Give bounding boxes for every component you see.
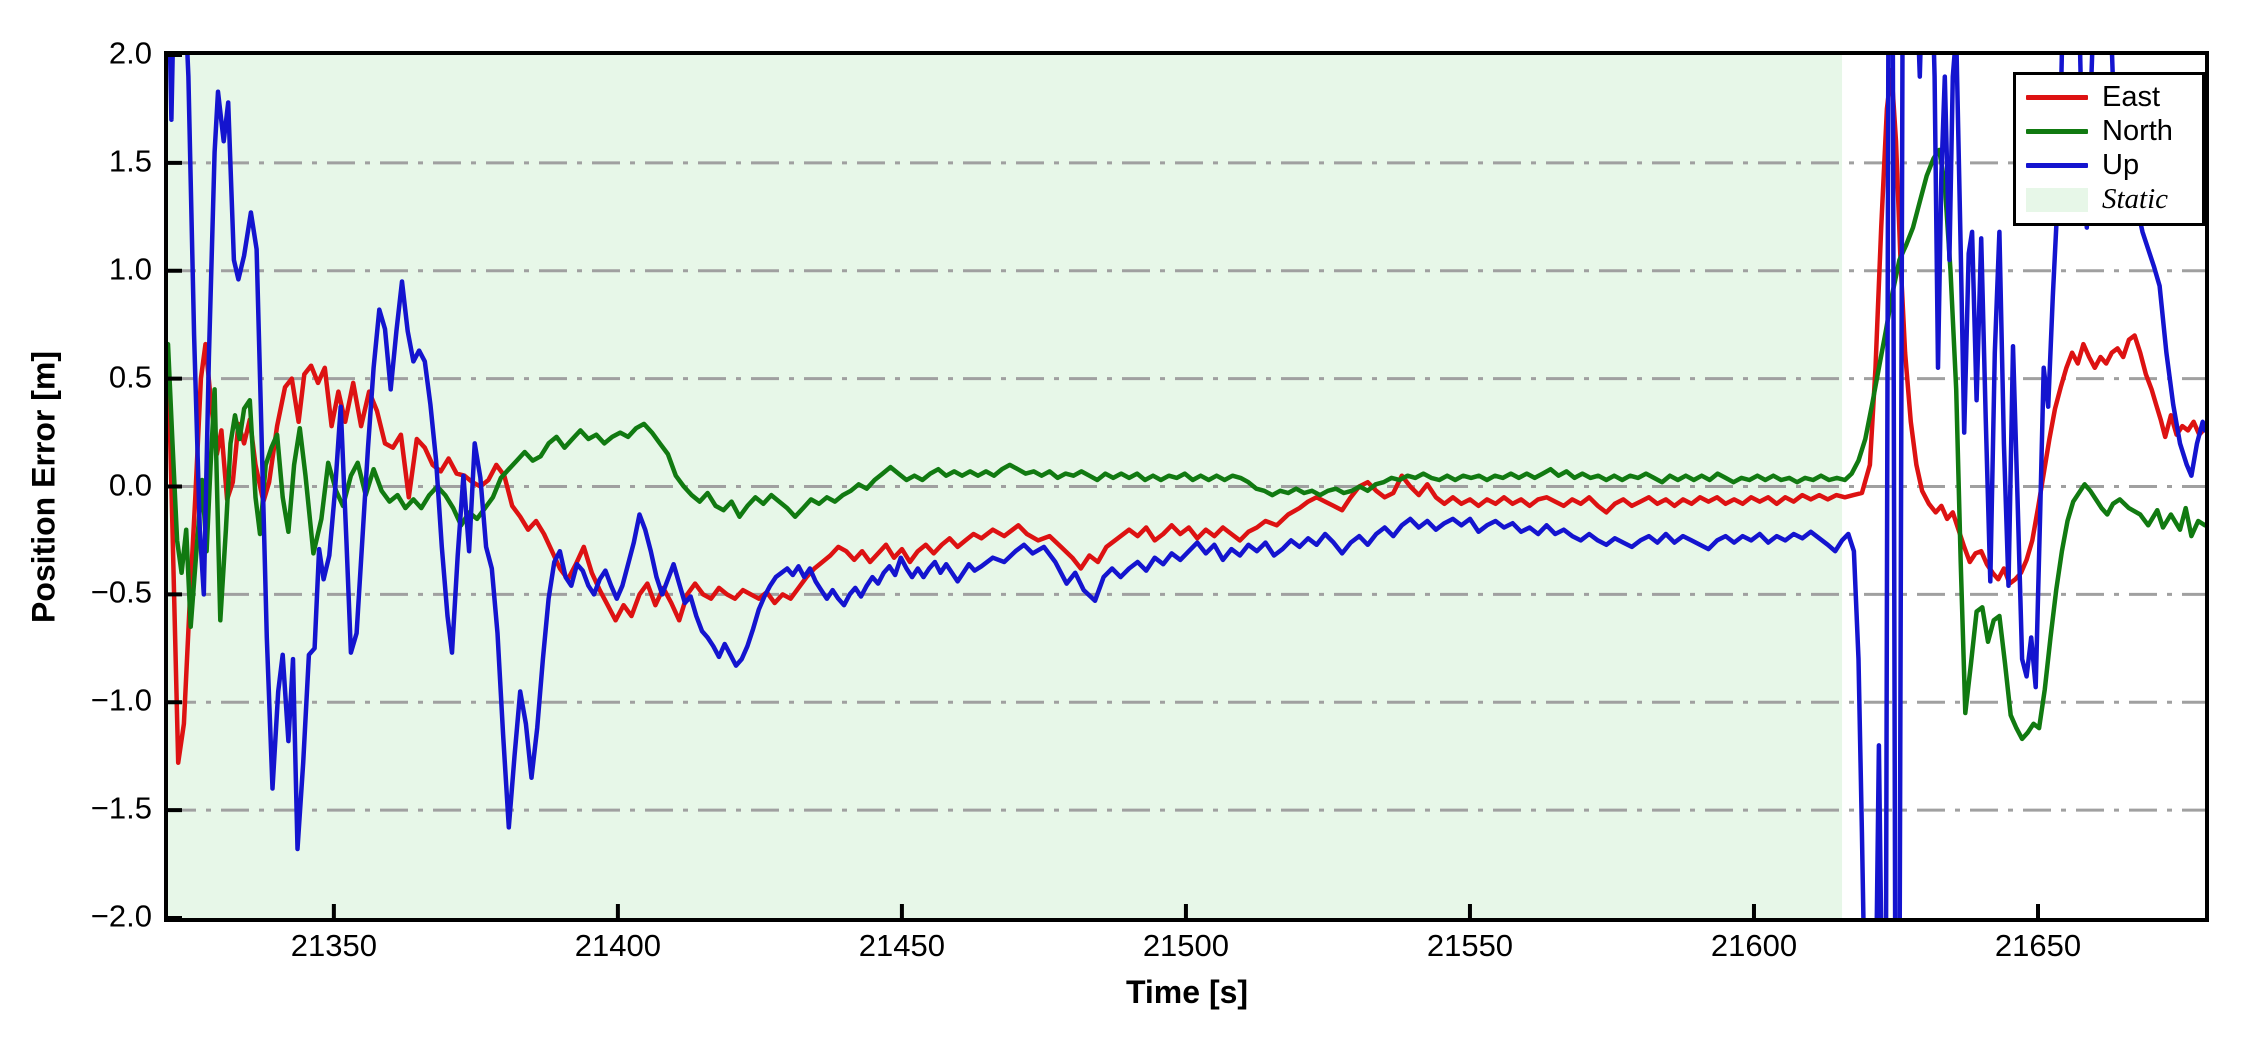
legend-item-north: North — [2026, 116, 2192, 147]
east-line-swatch-icon — [2026, 95, 2088, 100]
chart-canvas — [168, 55, 2205, 918]
y-tick-label: 0.0 — [108, 467, 152, 503]
y-tick-label: −1.5 — [90, 790, 152, 826]
plot-area — [168, 55, 2205, 918]
legend-item-up: Up — [2026, 150, 2192, 181]
x-tick-label: 21350 — [290, 928, 377, 963]
legend-label-north: North — [2102, 115, 2173, 147]
x-tick-label: 21550 — [1426, 928, 1514, 963]
y-tick-label: 1.0 — [108, 251, 152, 287]
x-tick-label: 21600 — [1710, 928, 1798, 963]
y-tick-label: −0.5 — [90, 574, 152, 610]
y-tick-label: −1.0 — [90, 682, 152, 718]
y-tick-label: 0.5 — [108, 359, 152, 395]
up-line — [168, 55, 2205, 918]
static-patch-swatch-icon — [2026, 187, 2088, 212]
legend-label-static: Static — [2102, 183, 2169, 215]
y-axis-title: Position Error [m] — [25, 350, 62, 624]
x-tick-label: 21450 — [858, 928, 946, 963]
legend-label-up: Up — [2102, 149, 2140, 181]
x-tick-label: 21400 — [574, 928, 661, 963]
x-tick-label: 21500 — [1142, 928, 1230, 963]
y-tick-label: 2.0 — [108, 35, 152, 71]
x-axis-title: Time [s] — [1125, 974, 1249, 1010]
legend-item-east: East — [2026, 82, 2192, 113]
legend: East North Up Static — [2013, 72, 2205, 226]
legend-label-east: East — [2102, 81, 2161, 113]
north-line — [168, 147, 2205, 742]
up-line-swatch-icon — [2026, 163, 2088, 168]
legend-item-static: Static — [2026, 184, 2192, 215]
north-line-swatch-icon — [2026, 129, 2088, 134]
y-tick-label: −2.0 — [90, 898, 152, 934]
x-tick-label: 21650 — [1994, 928, 2082, 963]
y-tick-label: 1.5 — [108, 143, 152, 179]
